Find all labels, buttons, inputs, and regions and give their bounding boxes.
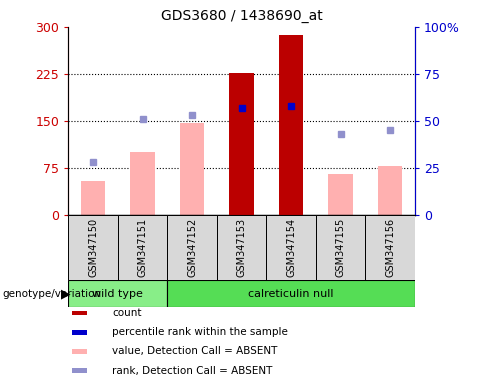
Bar bbox=[279, 35, 304, 215]
Bar bbox=[316, 215, 366, 280]
Text: GSM347153: GSM347153 bbox=[237, 218, 246, 277]
Text: percentile rank within the sample: percentile rank within the sample bbox=[112, 327, 288, 337]
Text: GSM347154: GSM347154 bbox=[286, 218, 296, 277]
Bar bbox=[72, 330, 87, 334]
Bar bbox=[118, 215, 167, 280]
Bar bbox=[72, 368, 87, 373]
Bar bbox=[217, 215, 266, 280]
Text: GSM347150: GSM347150 bbox=[88, 218, 98, 277]
Bar bbox=[328, 174, 353, 215]
Bar bbox=[72, 311, 87, 315]
Text: GSM347152: GSM347152 bbox=[187, 218, 197, 277]
Bar bbox=[68, 215, 118, 280]
Bar bbox=[81, 180, 105, 215]
Text: rank, Detection Call = ABSENT: rank, Detection Call = ABSENT bbox=[112, 366, 273, 376]
Bar bbox=[130, 152, 155, 215]
Bar bbox=[167, 215, 217, 280]
Bar bbox=[167, 280, 415, 307]
Bar bbox=[366, 215, 415, 280]
Title: GDS3680 / 1438690_at: GDS3680 / 1438690_at bbox=[161, 9, 323, 23]
Text: GSM347155: GSM347155 bbox=[336, 218, 346, 277]
Text: GSM347156: GSM347156 bbox=[385, 218, 395, 277]
Bar bbox=[229, 73, 254, 215]
Bar bbox=[72, 349, 87, 354]
Text: GSM347151: GSM347151 bbox=[138, 218, 147, 277]
Text: genotype/variation: genotype/variation bbox=[2, 289, 102, 299]
Text: calreticulin null: calreticulin null bbox=[248, 289, 334, 299]
Bar bbox=[68, 280, 167, 307]
Text: wild type: wild type bbox=[92, 289, 143, 299]
Text: value, Detection Call = ABSENT: value, Detection Call = ABSENT bbox=[112, 346, 278, 356]
Bar bbox=[266, 215, 316, 280]
Bar bbox=[180, 123, 204, 215]
Bar bbox=[378, 166, 403, 215]
Text: ▶: ▶ bbox=[61, 287, 71, 300]
Text: count: count bbox=[112, 308, 142, 318]
